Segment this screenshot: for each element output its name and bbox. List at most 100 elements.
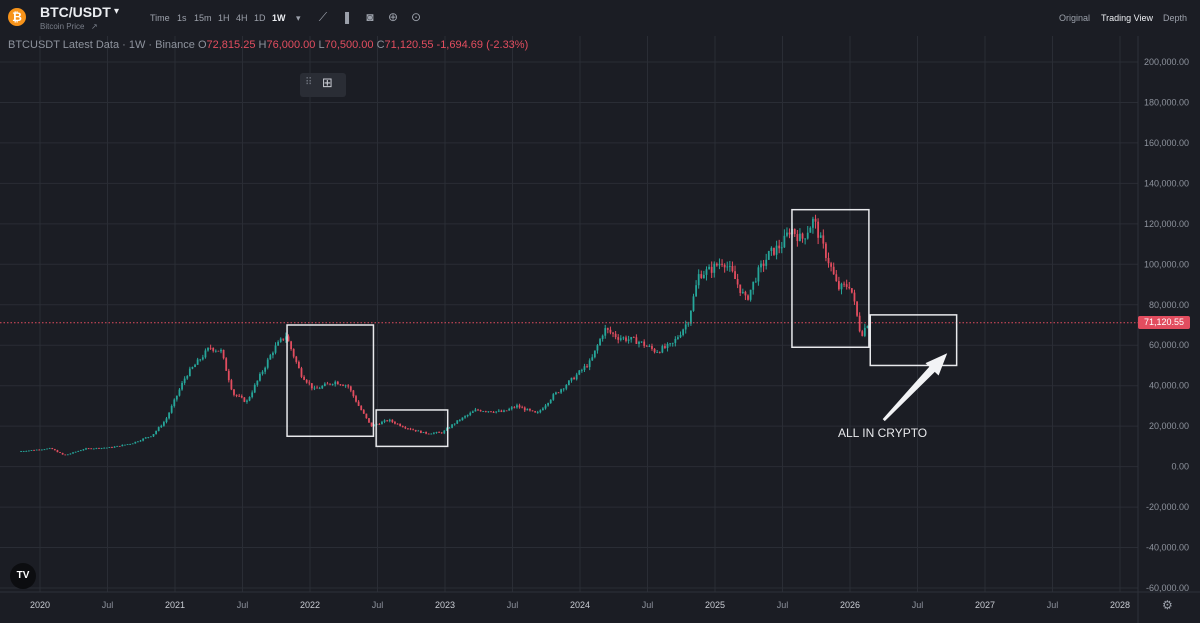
- candle-body: [432, 432, 435, 434]
- candle-body: [370, 422, 373, 427]
- candle-body: [126, 444, 129, 446]
- legend-l-label: L: [318, 39, 325, 51]
- timeframe-time[interactable]: Time: [150, 13, 170, 23]
- timeframe-more-icon[interactable]: ▾: [296, 13, 301, 23]
- candle-body: [74, 451, 77, 453]
- candle-body: [666, 343, 669, 348]
- candle-body: [575, 374, 578, 380]
- candle-body: [103, 447, 106, 449]
- tradingview-logo-icon[interactable]: TV: [10, 563, 36, 589]
- bitcoin-logo-icon: ₿: [8, 8, 26, 26]
- candle-body: [723, 264, 726, 268]
- candle-body: [702, 274, 705, 279]
- x-tick-label: 2022: [300, 600, 320, 610]
- candle-body: [111, 447, 113, 448]
- chevron-down-icon[interactable]: ▾: [114, 6, 120, 17]
- candle-body: [534, 411, 537, 413]
- candle-body: [586, 366, 588, 368]
- candle-body: [352, 390, 355, 397]
- candle-body: [479, 410, 482, 412]
- candle-body: [684, 324, 687, 330]
- timeframe-1w[interactable]: 1W: [272, 13, 286, 23]
- candle-body: [194, 364, 196, 368]
- candle-body: [804, 238, 807, 240]
- pair-selector[interactable]: BTC/USDT: [40, 4, 111, 20]
- indicator-icon[interactable]: ⟋: [318, 10, 328, 24]
- candle-body: [240, 396, 243, 398]
- y-tick-label: 120,000.00: [1144, 219, 1189, 229]
- drag-handle-icon[interactable]: ⠿: [305, 77, 313, 88]
- candle-body: [503, 410, 505, 412]
- candle-body: [79, 450, 82, 452]
- candle-body: [783, 235, 786, 248]
- camera-icon[interactable]: ◙: [366, 10, 374, 24]
- candle-body: [843, 283, 845, 285]
- external-link-icon[interactable]: ↗: [91, 22, 98, 31]
- candle-body: [705, 269, 708, 275]
- view-trading-view[interactable]: Trading View: [1101, 13, 1154, 23]
- candle-body: [490, 411, 492, 413]
- candle-body: [98, 447, 100, 449]
- candle-body: [757, 267, 760, 282]
- candle-body: [165, 418, 168, 423]
- candle-body: [155, 430, 157, 435]
- candle-body: [108, 447, 111, 448]
- candle-body: [848, 286, 851, 289]
- candle-body: [710, 266, 713, 273]
- candle-body: [461, 417, 464, 421]
- candle-body: [124, 444, 126, 446]
- candle-body: [90, 448, 93, 450]
- candle-body: [542, 408, 544, 411]
- pair-subtitle[interactable]: Bitcoin Price: [40, 22, 85, 31]
- settings-circle-icon[interactable]: ⊙: [410, 10, 422, 24]
- candle-body: [687, 323, 690, 325]
- candle-body: [378, 424, 381, 425]
- timeframe-1d[interactable]: 1D: [254, 13, 266, 23]
- candle-body: [630, 337, 633, 340]
- gear-icon[interactable]: ⚙: [1162, 598, 1173, 612]
- timeframe-1h[interactable]: 1H: [218, 13, 230, 23]
- candle-body: [850, 288, 853, 293]
- candle-body: [38, 449, 41, 451]
- timeframe-1s[interactable]: 1s: [177, 13, 187, 23]
- candle-body: [266, 359, 269, 368]
- candle-body: [806, 232, 809, 239]
- view-original[interactable]: Original: [1059, 13, 1091, 23]
- candle-body: [640, 341, 643, 343]
- candle-body: [669, 343, 672, 345]
- floating-toolbar[interactable]: ⠿ ⊞: [300, 73, 346, 97]
- candle-body: [417, 430, 420, 432]
- candle-body: [238, 395, 241, 397]
- candle-body: [344, 385, 347, 387]
- candle-body: [427, 433, 430, 435]
- candle-body: [199, 359, 202, 361]
- x-tick-label: Jul: [372, 600, 384, 610]
- timeframe-15m[interactable]: 15m: [194, 13, 212, 23]
- candle-body: [399, 423, 402, 427]
- candle-type-icon[interactable]: ❚: [341, 10, 353, 24]
- candle-body: [715, 263, 718, 266]
- candle-body: [518, 405, 521, 408]
- y-tick-label: -60,000.00: [1146, 583, 1189, 593]
- candle-body: [596, 345, 599, 351]
- candle-body: [734, 271, 736, 279]
- candle-body: [310, 383, 313, 389]
- top-toolbar: ₿ BTC/USDT ▾ Bitcoin Price ↗ Time 1s 15m…: [0, 0, 1200, 36]
- candle-body: [692, 296, 695, 311]
- add-widget-icon[interactable]: ⊞: [322, 75, 333, 90]
- candle-body: [201, 357, 204, 360]
- candle-body: [555, 392, 557, 395]
- candle-body: [388, 419, 391, 422]
- candle-body: [609, 329, 612, 333]
- view-depth[interactable]: Depth: [1163, 13, 1188, 23]
- timeframe-4h[interactable]: 4H: [236, 13, 248, 23]
- plus-circle-icon[interactable]: ⊕: [387, 10, 399, 24]
- candle-body: [33, 450, 35, 451]
- candle-body: [819, 235, 822, 238]
- annotation-box: [375, 409, 449, 448]
- candle-body: [799, 233, 801, 242]
- candle-body: [186, 376, 189, 379]
- candle-body: [396, 423, 399, 425]
- annotation-box: [791, 208, 870, 349]
